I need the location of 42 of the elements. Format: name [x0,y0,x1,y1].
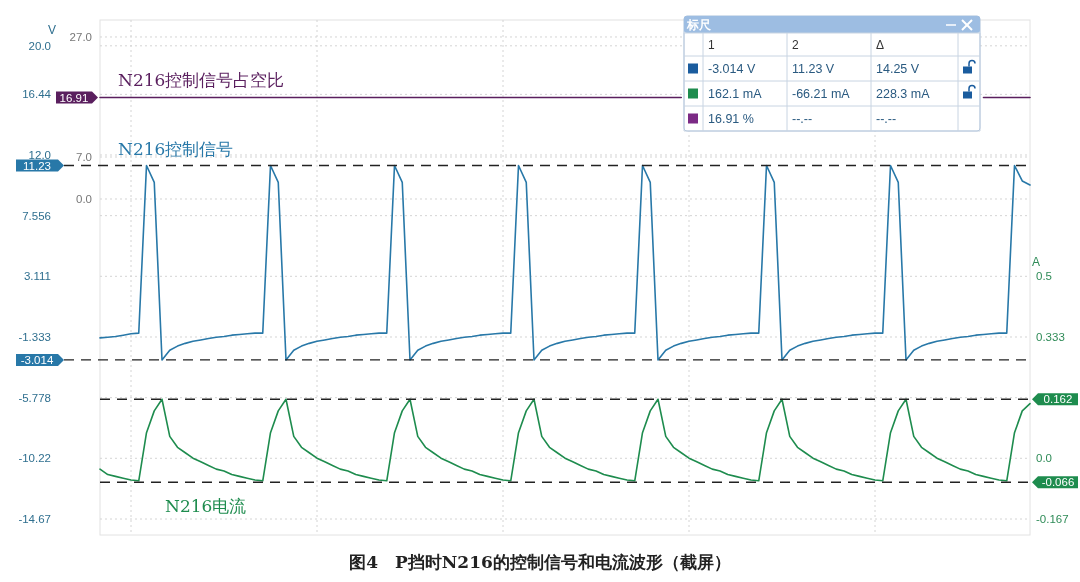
y-tick-label: 3.111 [23,270,51,283]
ref-line-label: -3.014 [20,353,54,366]
y-tick-label: 16.44 [22,88,52,101]
text: 图4 P挡时N216的控制信号和电流波形（截屏） [349,552,731,572]
annotation: -3.014 V [708,61,756,76]
y2-tick-label: 0.5 [1036,270,1052,283]
annotation: 11.23 V [792,61,835,76]
data-label: 16.91 [59,91,89,104]
line-series [99,398,1031,482]
annotation: --.-- [792,111,813,126]
y2-tick-label: -0.167 [1036,512,1069,525]
annotation: 14.25 V [876,61,920,76]
ref-line-label: 0.162 [1043,393,1073,406]
y-tick-label: -5.778 [18,391,51,404]
y-tick-label: 7.556 [22,209,51,222]
y2-axis-title: A [1032,255,1041,269]
category-label: 2 [792,37,799,52]
annotation: 228.3 mA [876,86,931,101]
annotation: -66.21 mA [792,86,851,101]
y3-tick-label: 27.0 [69,30,92,43]
y2-tick-label: 0.0 [1036,452,1052,465]
annotation: 162.1 mA [708,86,763,101]
y-tick-label: -14.67 [18,513,51,526]
y3-tick-label: 0.0 [76,192,92,205]
category-label: Δ [876,37,885,52]
series-label: N216控制信号 [118,139,234,159]
y-tick-label: 12.0 [28,148,51,161]
y2-tick-label: 0.333 [1036,331,1065,344]
y3-tick-label: 7.0 [76,150,92,163]
ref-line-label: 11.23 [23,159,51,172]
y-tick-label: -10.22 [18,452,51,465]
annotation: --.-- [876,111,897,126]
y-axis-title: V [47,23,56,37]
y-tick-label: 20.0 [28,39,51,52]
category-label: 1 [708,37,715,52]
line-series [99,164,1031,361]
y-tick-label: -1.333 [18,330,51,343]
annotation: 16.91 % [708,111,754,126]
series-label: N216电流 [165,496,247,516]
text: 标尺 [686,18,712,32]
ref-line-label: -0.066 [1041,476,1075,489]
series-label: N216控制信号占空比 [118,70,285,90]
